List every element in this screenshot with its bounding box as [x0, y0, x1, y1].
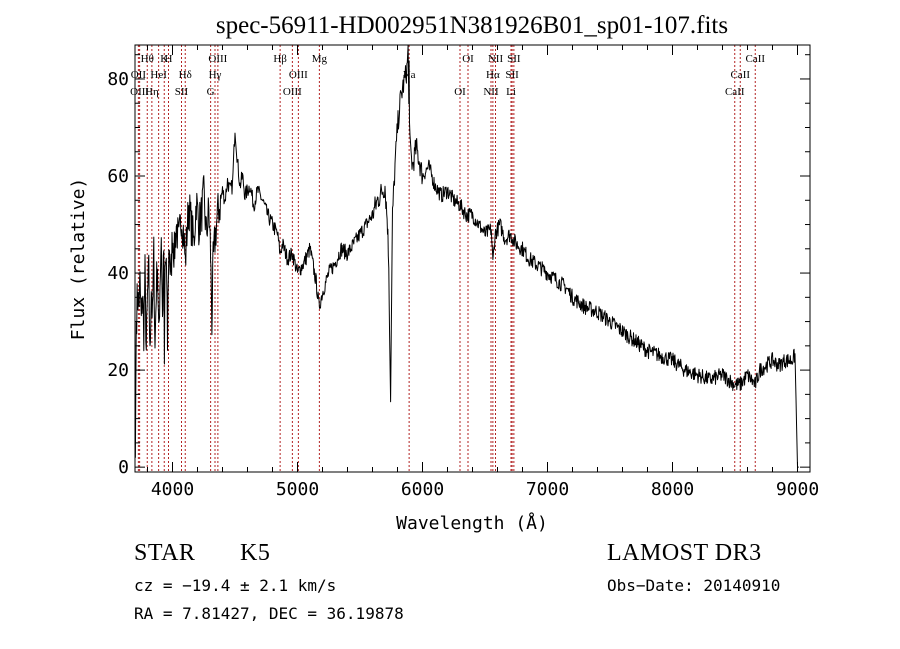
line-label: OIII	[208, 53, 227, 65]
line-label: HeI	[150, 69, 167, 81]
line-label: Li	[506, 86, 516, 98]
chart-title: spec-56911-HD002951N381926B01_sp01-107.f…	[216, 12, 728, 39]
x-tick-label: 5000	[276, 479, 319, 500]
spectrum-chart: spec-56911-HD002951N381926B01_sp01-107.f…	[68, 12, 819, 534]
y-tick-label: 80	[107, 69, 129, 90]
x-tick-label: 4000	[151, 479, 194, 500]
subclass: K5	[240, 540, 271, 566]
x-tick-label: 6000	[401, 479, 444, 500]
line-label: OI	[462, 53, 474, 65]
line-label: G	[207, 86, 215, 98]
line-label: SII	[507, 53, 521, 65]
line-label: Hγ	[209, 69, 222, 81]
line-label: Hδ	[179, 69, 192, 81]
y-tick-label: 40	[107, 263, 129, 284]
x-axis-label: Wavelength (Å)	[396, 512, 548, 534]
x-tick-label: 8000	[651, 479, 694, 500]
line-label: OI	[454, 86, 466, 98]
object-class: STAR	[134, 540, 196, 566]
line-label: Mg	[312, 53, 328, 65]
line-label: Hα	[486, 69, 500, 81]
plot-frame	[134, 44, 811, 473]
coordinates: RA = 7.81427, DEC = 36.19878	[134, 604, 404, 623]
y-axis-label: Flux (relative)	[68, 178, 89, 341]
observation-date: Obs−Date: 20140910	[607, 576, 781, 595]
x-tick-label: 9000	[776, 479, 819, 500]
redshift-cz: cz = −19.4 ± 2.1 km/s	[134, 576, 337, 595]
line-label: K	[160, 53, 168, 65]
line-label: SII	[505, 69, 519, 81]
spectrum-line	[134, 44, 799, 468]
y-tick-label: 20	[107, 360, 129, 381]
line-label: NII	[488, 53, 504, 65]
x-tick-label: 7000	[526, 479, 569, 500]
line-label: CaII	[745, 53, 765, 65]
line-label: Hθ	[141, 53, 154, 65]
line-label: NII	[483, 86, 499, 98]
line-label: CaII	[725, 86, 745, 98]
line-label: CaII	[730, 69, 750, 81]
y-tick-label: 0	[118, 457, 129, 478]
y-tick-label: 60	[107, 166, 129, 187]
line-label: OIII	[289, 69, 308, 81]
line-label: H	[165, 53, 173, 65]
line-label: Hη	[145, 86, 159, 98]
line-label: Hβ	[273, 53, 287, 65]
line-label: OIII	[283, 86, 302, 98]
line-label: SII	[175, 86, 189, 98]
survey-name: LAMOST DR3	[607, 540, 762, 566]
